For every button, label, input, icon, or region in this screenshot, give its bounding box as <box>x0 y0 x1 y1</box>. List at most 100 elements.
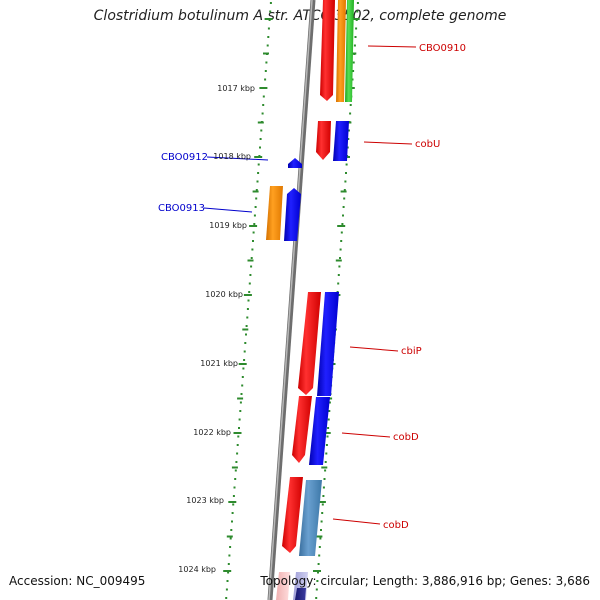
gene-steel-cobd-2[interactable] <box>299 480 322 556</box>
ruler-dot <box>356 10 359 13</box>
gene-blue-cbo0913[interactable] <box>284 188 301 241</box>
ruler-major-tick <box>351 18 360 20</box>
ruler-dot <box>351 78 354 81</box>
gene-label-cbo0912[interactable]: CBO0912 <box>161 152 208 163</box>
gene-red-cobd-1[interactable] <box>292 396 312 463</box>
ruler-dot <box>233 486 236 489</box>
ruler-dot <box>349 104 352 106</box>
ruler-dot <box>236 452 239 455</box>
ruler-dot <box>235 461 238 463</box>
ruler-dot <box>352 61 355 64</box>
ruler-dot <box>255 189 258 191</box>
ruler-dot <box>241 376 244 378</box>
ruler-dot <box>318 554 321 557</box>
ruler-dot <box>231 512 234 514</box>
ruler-major-tick <box>322 432 331 434</box>
gene-features <box>266 0 354 600</box>
ruler-dot <box>231 520 233 523</box>
gene-red-cbo0910[interactable] <box>320 0 335 101</box>
ruler-dot <box>250 265 253 268</box>
tick-labels: 1017 kbp 1018 kbp 1019 kbp 1020 kbp 1021… <box>178 84 255 574</box>
ruler-major-tick <box>254 156 263 158</box>
ruler-dot <box>226 580 229 582</box>
tick-label-1018: 1018 kbp <box>213 152 251 161</box>
ruler-dot <box>337 274 340 276</box>
gene-red-cbip[interactable] <box>298 292 321 395</box>
ruler-dot <box>228 554 231 557</box>
gene-green-cbo0910[interactable] <box>345 0 354 102</box>
ruler-dot <box>239 410 242 412</box>
ruler-minor-tick <box>231 466 238 469</box>
ruler-dot <box>267 36 270 38</box>
ruler-dot <box>322 486 325 489</box>
ruler-minor-tick <box>350 52 357 55</box>
gene-orange-cbo0910[interactable] <box>336 0 346 102</box>
ruler-dot <box>266 44 269 47</box>
ruler-dot <box>321 512 324 514</box>
ruler-dot <box>246 308 249 310</box>
ruler-dot <box>324 469 327 472</box>
ruler-dot <box>265 61 268 64</box>
ruler-dot <box>327 427 330 429</box>
ruler-dot <box>252 240 254 242</box>
ruler-dot <box>320 529 322 531</box>
gene-label-cbip[interactable]: cbiP <box>401 346 422 357</box>
ruler-dot <box>232 503 235 506</box>
gene-label-cobd-2[interactable]: cobD <box>383 520 409 531</box>
gene-blue-cobd-1[interactable] <box>309 397 330 465</box>
gene-red-cobu[interactable] <box>316 121 331 160</box>
ruler-dot <box>322 495 325 497</box>
ruler-dot <box>256 180 259 183</box>
ruler-dot <box>245 325 248 327</box>
genome-backbone-highlight <box>268 0 313 600</box>
ruler-dot <box>257 172 260 174</box>
ruler-dot <box>230 529 233 531</box>
ruler-dot <box>325 444 328 446</box>
gene-orange-cbo0913[interactable] <box>266 186 283 240</box>
ruler-major-tick <box>238 363 247 365</box>
gene-label-cbo0910[interactable]: CBO0910 <box>419 43 466 54</box>
ruler-dot <box>234 469 237 472</box>
ruler-dot <box>241 384 244 387</box>
ruler-dot <box>327 418 330 421</box>
gene-labels: CBO0910 cobU CBO0912 CBO0913 cbiP cobD c… <box>158 43 466 531</box>
gene-red-cobd-2[interactable] <box>282 477 303 553</box>
tick-label-1024: 1024 kbp <box>178 565 216 574</box>
ruler-minor-tick <box>321 466 328 469</box>
gene-blue-cbip[interactable] <box>317 292 339 396</box>
tick-label-1021: 1021 kbp <box>200 359 238 368</box>
ruler-dot <box>267 27 270 30</box>
ruler-minor-tick <box>335 259 342 262</box>
ruler-dot <box>345 163 348 166</box>
gene-label-cbo0913[interactable]: CBO0913 <box>158 203 205 214</box>
ruler-dot <box>264 70 267 72</box>
ruler-dot <box>239 401 242 404</box>
ruler-dot <box>229 537 232 540</box>
ruler-dot <box>347 129 350 132</box>
ruler-dot <box>257 163 260 166</box>
gene-label-cobu[interactable]: cobU <box>415 139 440 150</box>
gene-label-cobd-1[interactable]: cobD <box>393 432 419 443</box>
ruler-dot <box>255 197 258 200</box>
tick-label-1017: 1017 kbp <box>217 84 255 93</box>
ruler-dot <box>349 112 352 115</box>
ruler-dot <box>318 546 321 548</box>
gene-blue-cbo0912[interactable] <box>288 158 302 168</box>
ruler-dot <box>225 597 228 599</box>
left-ruler-dots <box>225 2 272 599</box>
ruler-dot <box>238 427 240 429</box>
ruler-dot <box>259 146 261 149</box>
topology-label: Topology: circular; Length: 3,886,916 bp… <box>260 574 590 588</box>
ruler-dot <box>355 27 358 30</box>
ruler-dot <box>269 10 272 13</box>
ruler-dot <box>234 478 237 480</box>
gene-blue-cobu[interactable] <box>333 121 349 161</box>
ruler-major-tick <box>233 432 242 434</box>
gene-pink-bottom[interactable] <box>276 572 290 600</box>
ruler-dot <box>316 580 319 582</box>
gene-navy-bottom[interactable] <box>295 588 306 600</box>
ruler-dot <box>269 2 272 4</box>
ruler-dot <box>260 129 263 132</box>
